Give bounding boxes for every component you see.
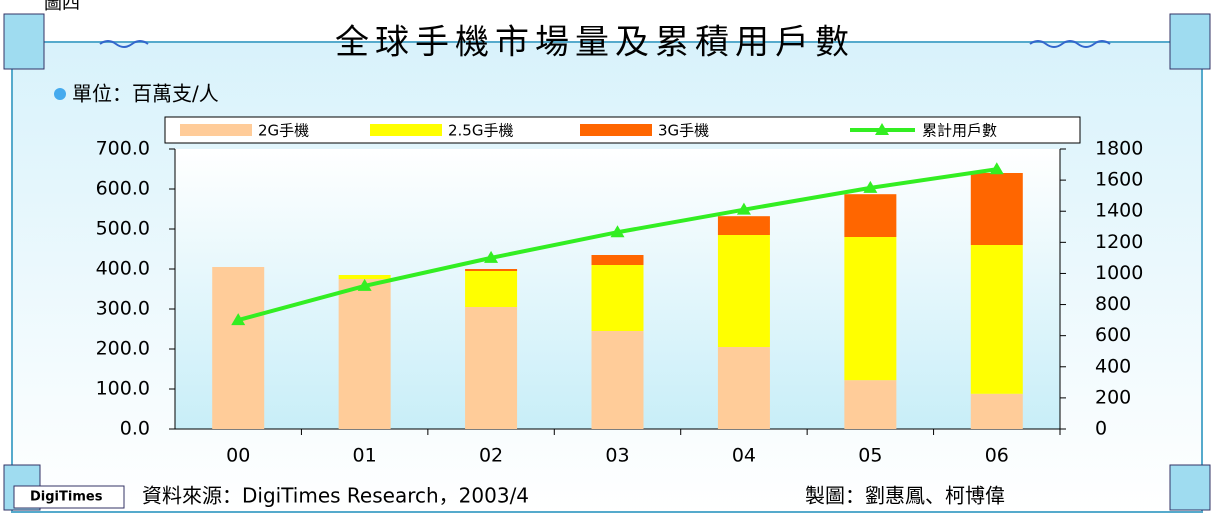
credit: 製圖：劉惠鳳、柯博偉 [805,484,1005,508]
bar [844,194,896,237]
legend-label: 2G手機 [258,122,309,140]
corner-decoration [1170,14,1210,69]
x-tick-label: 05 [858,445,882,467]
logo: DigiTimes [30,490,103,505]
chart-title: 全球手機市場量及累積用戶數 [335,23,855,63]
y2-tick-label: 1200 [1095,231,1143,253]
bar [718,347,770,429]
bar [592,331,644,429]
y2-tick-label: 1800 [1095,138,1143,160]
x-tick-label: 03 [605,445,629,467]
bar [844,237,896,380]
legend-swatch [180,124,252,136]
y2-tick-label: 600 [1095,324,1131,346]
y-tick-label: 700.0 [96,138,150,160]
x-tick-label: 01 [353,445,377,467]
legend-swatch [580,124,652,136]
y2-tick-label: 0 [1095,418,1107,440]
y2-tick-label: 1400 [1095,200,1143,222]
y2-tick-label: 800 [1095,293,1131,315]
bar [971,245,1023,394]
y2-tick-label: 1600 [1095,169,1143,191]
unit-label: 單位：百萬支/人 [72,82,219,106]
bullet [54,88,66,100]
bar [592,265,644,331]
bar [971,173,1023,245]
x-tick-label: 06 [985,445,1009,467]
bar [718,235,770,347]
bar [971,394,1023,429]
y-tick-label: 0.0 [120,418,150,440]
y-tick-label: 600.0 [96,178,150,200]
legend-label: 2.5G手機 [448,122,513,140]
legend-swatch [370,124,442,136]
x-tick-label: 02 [479,445,503,467]
legend-label: 累計用戶數 [922,122,997,140]
figure-label: 圖四 [44,0,80,14]
y-tick-label: 500.0 [96,218,150,240]
y-tick-label: 100.0 [96,378,150,400]
x-tick-label: 00 [226,445,250,467]
y2-tick-label: 400 [1095,355,1131,377]
x-tick-label: 04 [732,445,756,467]
corner-decoration [1170,465,1210,510]
y2-tick-label: 1000 [1095,262,1143,284]
y2-tick-label: 200 [1095,386,1131,408]
bar [592,255,644,265]
bar [465,307,517,429]
bar [212,267,264,429]
bar [465,269,517,271]
bar [339,279,391,429]
source: 資料來源：DigiTimes Research，2003/4 [142,484,529,508]
bar [339,275,391,279]
corner-decoration [4,14,44,69]
chart: 圖四 全球手機市場量及累積用戶數 單位：百萬支/人 DigiTimes 資料來源… [0,0,1215,516]
legend-label: 3G手機 [658,122,709,140]
bar [718,216,770,235]
y-tick-label: 300.0 [96,298,150,320]
y-tick-label: 200.0 [96,338,150,360]
bar [465,271,517,307]
y-tick-label: 400.0 [96,258,150,280]
bar [844,380,896,429]
